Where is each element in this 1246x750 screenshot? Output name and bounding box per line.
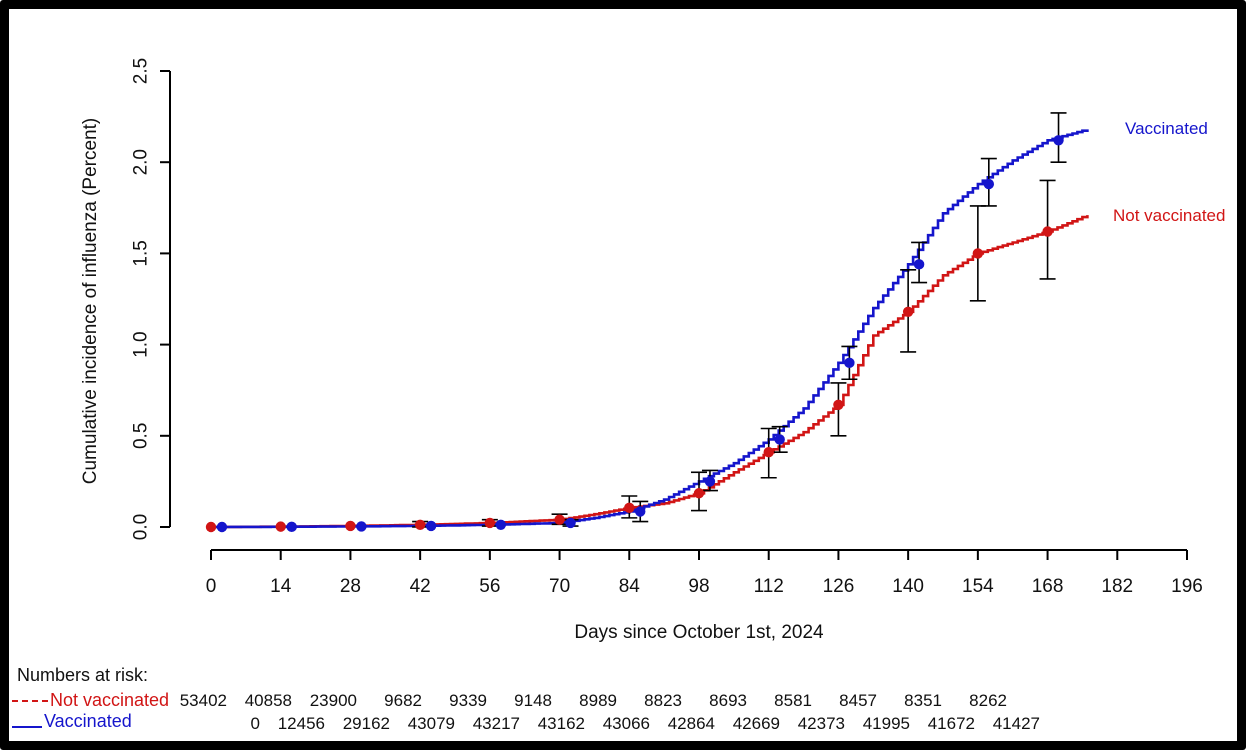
risk-count: 8693 bbox=[709, 691, 747, 710]
risk-count: 8581 bbox=[774, 691, 812, 710]
vaccinated-marker bbox=[425, 520, 437, 532]
risk-count: 8262 bbox=[969, 691, 1007, 710]
y-tick-label: 2.5 bbox=[131, 58, 152, 84]
risk-count: 42864 bbox=[668, 714, 715, 733]
not-vaccinated-marker bbox=[624, 502, 635, 514]
x-tick-label: 70 bbox=[549, 576, 570, 597]
y-tick-label: 1.0 bbox=[131, 331, 152, 357]
x-tick-label: 140 bbox=[892, 576, 924, 597]
dashed-line-icon bbox=[12, 699, 48, 702]
solid-line-icon bbox=[12, 725, 42, 728]
risk-count: 42669 bbox=[733, 714, 780, 733]
vaccinated-marker bbox=[495, 519, 507, 531]
vaccinated-marker bbox=[635, 506, 646, 517]
x-tick-label: 98 bbox=[688, 576, 709, 597]
not-vaccinated-marker bbox=[1042, 226, 1053, 237]
x-tick-label: 112 bbox=[754, 576, 784, 597]
x-tick-label: 196 bbox=[1171, 576, 1203, 597]
not-vaccinated-curve-label: Not vaccinated bbox=[1113, 206, 1226, 225]
numbers-at-risk-row-label-not-vaccinated: Not vaccinated bbox=[12, 690, 169, 711]
risk-count: 43162 bbox=[538, 714, 585, 733]
x-tick-label: 0 bbox=[206, 576, 217, 597]
risk-count: 8351 bbox=[904, 691, 942, 710]
vaccinated-marker bbox=[983, 178, 995, 190]
not-vaccinated-marker bbox=[345, 520, 356, 532]
risk-count: 12456 bbox=[278, 714, 325, 733]
not-vaccinated-marker bbox=[902, 306, 914, 317]
not-vaccinated-marker bbox=[693, 488, 705, 499]
vaccinated-marker bbox=[356, 521, 367, 532]
vaccinated-marker bbox=[216, 521, 228, 533]
y-axis-title: Cumulative incidence of influenza (Perce… bbox=[80, 117, 101, 485]
y-tick-label: 2.0 bbox=[131, 149, 152, 175]
risk-count: 43079 bbox=[408, 714, 455, 733]
y-tick-label: 1.5 bbox=[131, 240, 152, 266]
risk-count: 40858 bbox=[245, 691, 292, 710]
not-vaccinated-marker bbox=[414, 519, 426, 531]
risk-count: 43217 bbox=[473, 714, 520, 733]
vaccinated-marker bbox=[565, 517, 576, 529]
x-tick-label: 126 bbox=[823, 576, 855, 597]
x-tick-label: 182 bbox=[1101, 576, 1133, 597]
risk-count: 9148 bbox=[514, 691, 552, 710]
risk-count: 23900 bbox=[310, 691, 357, 710]
vaccinated-curve bbox=[211, 129, 1089, 529]
x-tick-label: 28 bbox=[340, 576, 361, 597]
x-tick-label: 168 bbox=[1032, 576, 1064, 597]
risk-count: 41427 bbox=[993, 714, 1040, 733]
vaccinated-marker bbox=[913, 259, 925, 270]
risk-count: 53402 bbox=[180, 691, 227, 710]
not-vaccinated-marker bbox=[554, 514, 565, 525]
x-tick-label: 56 bbox=[479, 576, 500, 597]
vaccinated-marker bbox=[286, 521, 297, 533]
not-vaccinated-marker bbox=[763, 447, 774, 458]
x-tick-label: 42 bbox=[410, 576, 431, 597]
x-tick-label: 154 bbox=[962, 576, 994, 597]
risk-count: 8457 bbox=[839, 691, 877, 710]
not-vaccinated-curve bbox=[211, 215, 1089, 529]
not-vaccinated-marker bbox=[972, 248, 984, 259]
vaccinated-marker bbox=[774, 434, 785, 445]
risk-count: 8823 bbox=[644, 691, 682, 710]
not-vaccinated-marker bbox=[833, 399, 844, 410]
risk-count: 29162 bbox=[343, 714, 390, 733]
not-vaccinated-row-text: Not vaccinated bbox=[50, 690, 170, 710]
vaccinated-curve-label: Vaccinated bbox=[1125, 119, 1208, 138]
numbers-at-risk-title: Numbers at risk: bbox=[17, 665, 149, 685]
vaccinated-marker bbox=[1053, 135, 1064, 146]
risk-count: 9339 bbox=[449, 691, 487, 710]
x-tick-label: 84 bbox=[619, 576, 641, 597]
risk-count: 43066 bbox=[603, 714, 650, 733]
y-tick-label: 0.5 bbox=[131, 423, 152, 449]
numbers-at-risk-row-label-vaccinated: Vaccinated bbox=[12, 711, 132, 732]
risk-count: 41672 bbox=[928, 714, 975, 733]
x-tick-label: 14 bbox=[270, 576, 292, 597]
x-axis-title: Days since October 1st, 2024 bbox=[574, 622, 824, 643]
risk-count: 0 bbox=[251, 714, 260, 733]
vaccinated-marker bbox=[844, 357, 855, 369]
y-tick-label: 0.0 bbox=[131, 514, 152, 540]
risk-count: 41995 bbox=[863, 714, 910, 733]
risk-count: 42373 bbox=[798, 714, 845, 733]
vaccinated-marker bbox=[704, 476, 716, 487]
not-vaccinated-marker bbox=[205, 521, 217, 533]
vaccinated-row-text: Vaccinated bbox=[44, 711, 132, 731]
risk-count: 9682 bbox=[384, 691, 422, 710]
risk-count: 8989 bbox=[579, 691, 617, 710]
not-vaccinated-marker bbox=[484, 517, 496, 529]
not-vaccinated-marker bbox=[275, 521, 286, 532]
